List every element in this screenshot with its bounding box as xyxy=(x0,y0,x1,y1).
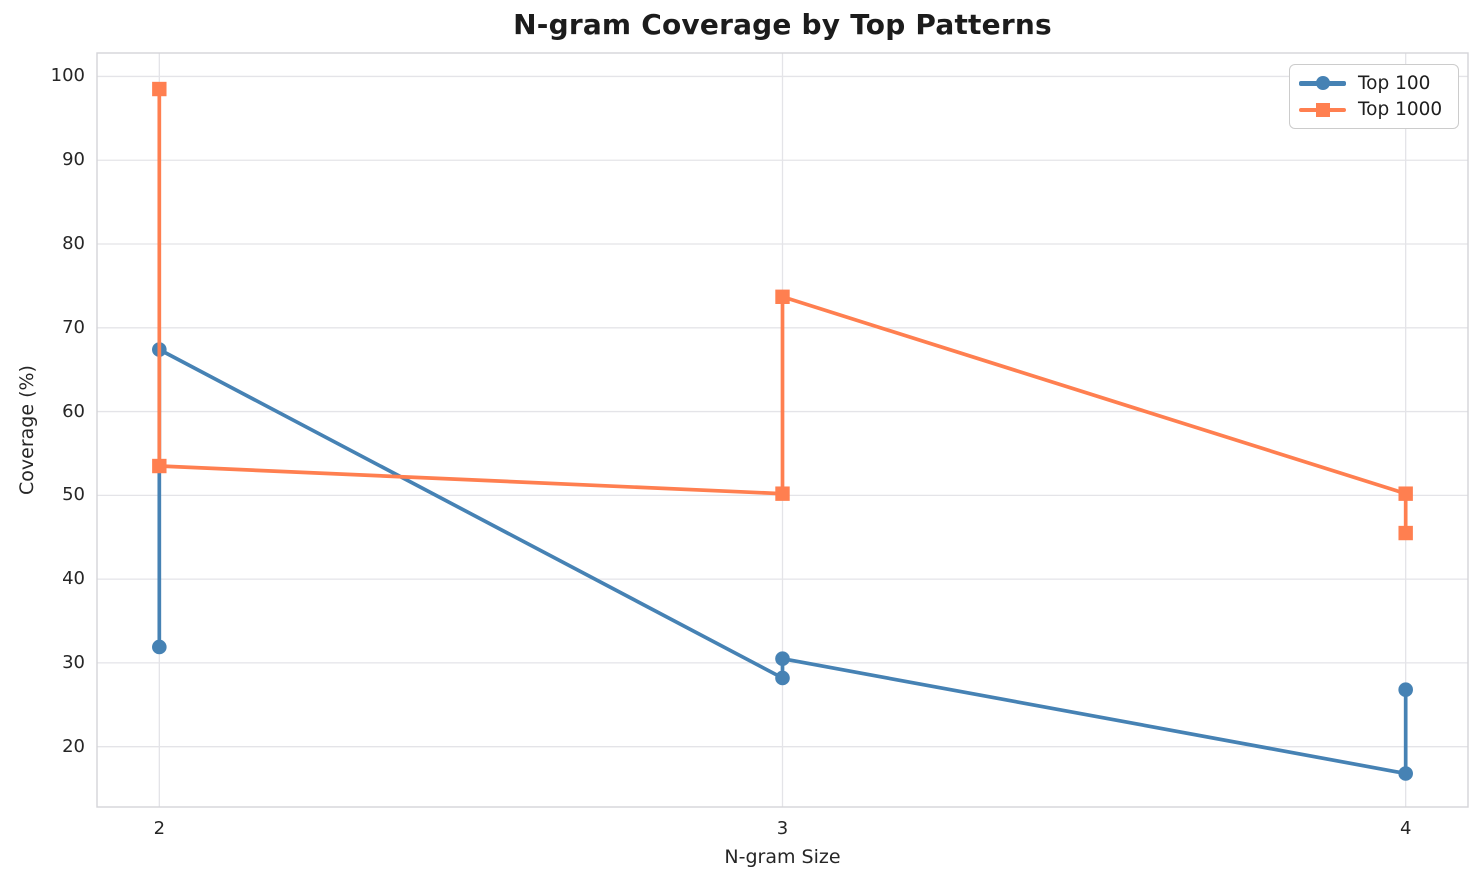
chart-title: N-gram Coverage by Top Patterns xyxy=(513,8,1052,41)
data-point-top-1000 xyxy=(1398,486,1413,501)
x-tick-label: 2 xyxy=(153,818,166,839)
data-point-top-1000 xyxy=(1398,525,1413,541)
data-point-top-1000 xyxy=(152,81,167,97)
data-point-top-100 xyxy=(775,670,790,686)
legend-line-square-icon xyxy=(1299,101,1346,119)
x-tick-label: 4 xyxy=(1399,818,1412,839)
data-point-top-100 xyxy=(1398,682,1413,698)
y-axis-label: Coverage (%) xyxy=(16,365,38,495)
data-point-top-100 xyxy=(152,639,167,655)
y-tick-label: 40 xyxy=(62,568,85,590)
data-point-top-1000 xyxy=(775,486,790,501)
y-tick-label: 90 xyxy=(62,149,85,171)
y-tick-label: 20 xyxy=(62,735,85,757)
y-tick-label: 60 xyxy=(62,400,85,422)
legend-label-top-100: Top 100 xyxy=(1358,72,1431,94)
y-tick-label: 70 xyxy=(62,316,85,338)
y-tick-label: 50 xyxy=(62,484,85,506)
y-tick-label: 80 xyxy=(62,233,85,254)
x-tick-label: 3 xyxy=(776,818,789,839)
data-point-top-1000 xyxy=(775,289,790,304)
legend-item-top-1000: Top 1000 xyxy=(1299,99,1458,120)
legend-item-top-100: Top 100 xyxy=(1299,73,1458,94)
data-point-top-100 xyxy=(1398,766,1413,781)
legend: Top 100 Top 1000 xyxy=(1289,64,1459,129)
legend-line-circle-icon xyxy=(1299,74,1346,92)
y-tick-label: 30 xyxy=(62,651,85,673)
data-point-top-100 xyxy=(775,651,790,667)
legend-label-top-1000: Top 1000 xyxy=(1358,99,1443,121)
plot-frame xyxy=(96,52,1469,808)
y-tick-label: 100 xyxy=(50,65,85,87)
x-axis-label: N-gram Size xyxy=(724,846,841,868)
data-point-top-1000 xyxy=(152,458,167,474)
